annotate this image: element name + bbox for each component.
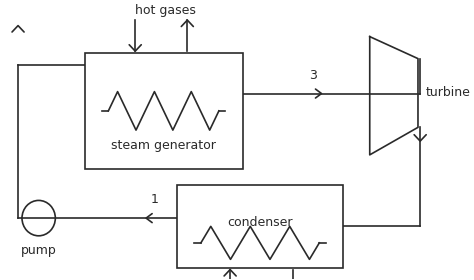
Text: 3: 3 bbox=[309, 69, 317, 82]
Bar bbox=[177, 185, 344, 268]
Bar bbox=[85, 53, 243, 169]
Polygon shape bbox=[370, 37, 418, 155]
Text: condenser: condenser bbox=[228, 216, 293, 229]
Circle shape bbox=[22, 200, 55, 236]
Text: hot gases: hot gases bbox=[136, 4, 196, 17]
Text: turbine: turbine bbox=[425, 87, 470, 99]
Text: steam generator: steam generator bbox=[111, 139, 216, 152]
Text: pump: pump bbox=[21, 244, 56, 257]
Text: 1: 1 bbox=[150, 193, 158, 206]
